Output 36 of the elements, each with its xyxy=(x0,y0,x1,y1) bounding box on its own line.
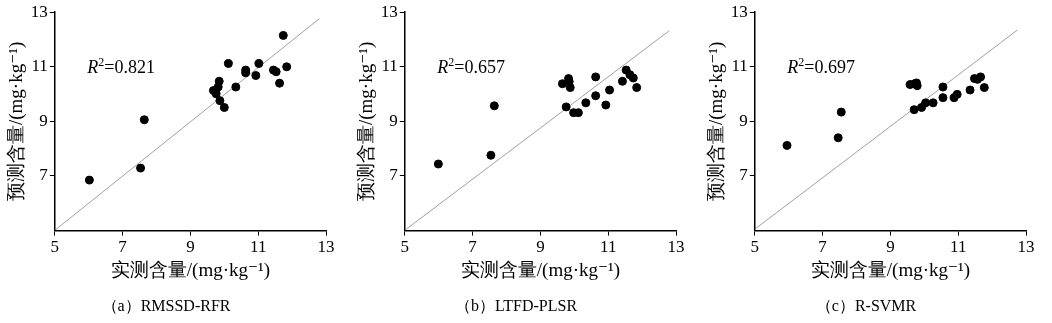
text: （b）LTFD-PLSR xyxy=(454,296,578,314)
x-axis-title: 实测含量/(mg·kg⁻¹) xyxy=(110,259,271,282)
y-tick-label: 7 xyxy=(739,165,749,185)
x-tick-label: 11 xyxy=(600,237,617,257)
x-tick-label: 7 xyxy=(118,237,128,257)
x-axis-title: 实测含量/(mg·kg⁻¹) xyxy=(810,259,971,282)
y-tick-label: 7 xyxy=(389,165,399,185)
x-tick-label: 13 xyxy=(1017,237,1035,257)
x-tick-label: 9 xyxy=(886,237,895,257)
y-tick-label: 9 xyxy=(389,110,398,130)
y-axis-title: 预测含量/(mg·kg⁻¹) xyxy=(5,41,28,202)
y-axis-title: 预测含量/(mg·kg⁻¹) xyxy=(705,41,728,202)
text: （c）R-SVMR xyxy=(815,296,917,314)
x-tick-label: 9 xyxy=(186,237,195,257)
x-tick-label: 5 xyxy=(50,237,60,257)
text: （a）RMSSD-RFR xyxy=(101,296,231,314)
y-tick-label: 11 xyxy=(381,56,398,76)
x-tick-label: 9 xyxy=(536,237,545,257)
x-tick-label: 7 xyxy=(468,237,478,257)
x-tick-label: 7 xyxy=(818,237,828,257)
y-tick-label: 13 xyxy=(730,1,748,21)
y-tick-label: 9 xyxy=(739,110,748,130)
x-tick-label: 5 xyxy=(750,237,760,257)
y-tick-label: 13 xyxy=(30,1,48,21)
x-tick-label: 13 xyxy=(667,237,685,257)
y-tick-label: 7 xyxy=(39,165,49,185)
y-tick-label: 11 xyxy=(31,56,48,76)
x-tick-label: 5 xyxy=(400,237,410,257)
y-tick-label: 13 xyxy=(380,1,398,21)
y-tick-label: 11 xyxy=(731,56,748,76)
x-axis-title: 实测含量/(mg·kg⁻¹) xyxy=(460,259,621,282)
x-tick-label: 11 xyxy=(950,237,967,257)
y-tick-label: 9 xyxy=(39,110,48,130)
x-tick-label: 13 xyxy=(317,237,335,257)
y-axis-title: 预测含量/(mg·kg⁻¹) xyxy=(355,41,378,202)
x-tick-label: 11 xyxy=(250,237,267,257)
